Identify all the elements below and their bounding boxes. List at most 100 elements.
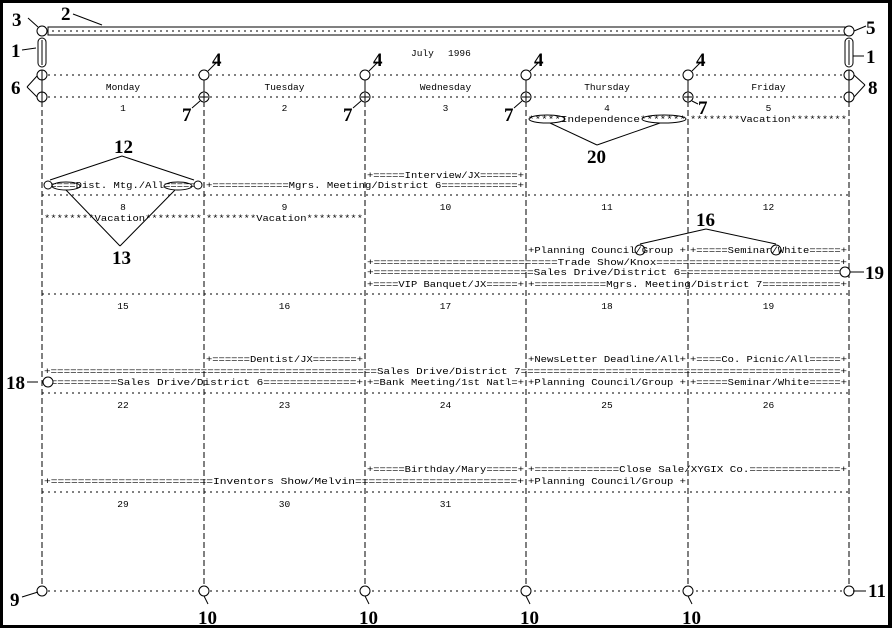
ref-13: 13 <box>112 248 131 269</box>
column-handle-node[interactable] <box>682 69 694 81</box>
ref-7: 7 <box>343 105 353 126</box>
event-continuation-node-right[interactable] <box>839 266 851 278</box>
ref-2: 2 <box>61 4 71 25</box>
weekday-tuesday: Tuesday <box>265 82 305 93</box>
ref-4: 4 <box>534 50 544 71</box>
ref-12: 12 <box>114 137 133 158</box>
ref-4: 4 <box>373 50 383 71</box>
date-5[interactable]: 5 <box>766 103 772 114</box>
event-continuation-node-left[interactable] <box>42 376 54 388</box>
ref-11: 11 <box>868 581 886 602</box>
date-25[interactable]: 25 <box>601 400 613 411</box>
date-29[interactable]: 29 <box>117 499 129 510</box>
reference-numerals: 3 2 5 1 1 6 8 12 13 20 16 19 18 9 11 4 7 1… <box>6 4 886 628</box>
event-bar[interactable]: +====VIP Banquet/JX=====+ <box>367 279 524 290</box>
event-bar[interactable]: ********Vacation********* <box>44 213 202 224</box>
corner-node-left <box>36 25 48 37</box>
event-bar[interactable]: +NewsLetter Deadline/All+ <box>528 354 686 365</box>
date-8[interactable]: 8 <box>120 202 126 213</box>
date-17[interactable]: 17 <box>440 301 451 312</box>
ref-10: 10 <box>198 608 217 628</box>
date-26[interactable]: 26 <box>763 400 775 411</box>
date-30[interactable]: 30 <box>279 499 291 510</box>
ref-4: 4 <box>212 50 222 71</box>
ref-6: 6 <box>11 78 21 99</box>
date-11[interactable]: 11 <box>601 202 613 213</box>
ref-20: 20 <box>587 147 606 168</box>
date-2[interactable]: 2 <box>282 103 288 114</box>
weekday-thursday: Thursday <box>584 82 630 93</box>
event-bar[interactable]: +====Dist. Mtg./All=====+ <box>44 180 202 191</box>
event-bars: *****Independence******* ********Vacation… <box>42 114 851 487</box>
ref-19: 19 <box>865 263 884 284</box>
event-bar[interactable]: +===========Mgrs. Meeting/District 7====… <box>528 279 847 290</box>
title-bar <box>36 25 855 68</box>
resize-handle-left <box>37 37 47 68</box>
weekday-monday: Monday <box>106 82 141 93</box>
resize-handle-right <box>844 37 854 68</box>
event-bar[interactable]: +=====Birthday/Mary=====+ <box>367 464 524 475</box>
ref-10: 10 <box>682 608 701 628</box>
date-1[interactable]: 1 <box>120 103 126 114</box>
event-bar[interactable]: +=====Seminar/White=====+ <box>690 245 847 256</box>
ref-1-right: 1 <box>866 47 876 68</box>
date-15[interactable]: 15 <box>117 301 129 312</box>
event-bar[interactable]: +============================Trade Show/… <box>367 257 847 268</box>
ref-4: 4 <box>696 50 706 71</box>
ref-10: 10 <box>520 608 539 628</box>
year-label: 1996 <box>448 48 471 59</box>
date-18[interactable]: 18 <box>601 301 613 312</box>
event-resize-node[interactable] <box>43 180 53 190</box>
event-bar[interactable]: +=====Interview/JX======+ <box>367 170 524 181</box>
bottom-handle-node[interactable] <box>843 585 855 597</box>
event-bar[interactable]: +========================Sales Drive/Dis… <box>367 267 847 278</box>
bottom-handle-node[interactable] <box>36 585 48 597</box>
bottom-handle-node[interactable] <box>520 585 532 597</box>
column-handle-node[interactable] <box>359 69 371 81</box>
ref-3: 3 <box>12 10 22 31</box>
ref-9: 9 <box>10 590 20 611</box>
event-bar[interactable]: ********Vacation********* <box>690 114 847 125</box>
date-3[interactable]: 3 <box>443 103 449 114</box>
event-bar[interactable]: +============Mgrs. Meeting/District 6===… <box>206 180 524 191</box>
date-19[interactable]: 19 <box>763 301 775 312</box>
event-bar[interactable]: +=======================================… <box>44 366 847 377</box>
event-bar[interactable]: +=============Close Sale/XYGIX Co.======… <box>528 464 847 475</box>
bottom-handle-node[interactable] <box>198 585 210 597</box>
event-bar[interactable]: +Planning Council/Group + <box>528 377 686 388</box>
date-24[interactable]: 24 <box>440 400 452 411</box>
event-bar[interactable]: +=Bank Meeting/1st Natl=+ <box>367 377 524 388</box>
event-bar[interactable]: +========================Inventors Show/… <box>44 476 524 487</box>
column-handle-node[interactable] <box>198 69 210 81</box>
date-4[interactable]: 4 <box>604 103 610 114</box>
ref-10: 10 <box>359 608 378 628</box>
event-bar[interactable]: *****Independence******* <box>528 114 686 125</box>
date-12[interactable]: 12 <box>763 202 775 213</box>
corner-node-right <box>843 25 855 37</box>
leader-lines <box>21 13 867 598</box>
ref-5: 5 <box>866 18 876 39</box>
ref-8: 8 <box>868 78 878 99</box>
date-31[interactable]: 31 <box>440 499 452 510</box>
bottom-handle-node[interactable] <box>359 585 371 597</box>
date-22[interactable]: 22 <box>117 400 129 411</box>
date-10[interactable]: 10 <box>440 202 452 213</box>
event-bar[interactable]: +=====Seminar/White=====+ <box>690 377 847 388</box>
event-bar[interactable]: +Planning Council/Group + <box>528 476 686 487</box>
column-handle-node[interactable] <box>520 69 532 81</box>
weekday-wednesday: Wednesday <box>420 82 472 93</box>
ref-7: 7 <box>698 98 708 119</box>
date-9[interactable]: 9 <box>282 202 288 213</box>
event-bar[interactable]: +====Co. Picnic/All=====+ <box>690 354 847 365</box>
date-23[interactable]: 23 <box>279 400 291 411</box>
event-bar[interactable]: ********Vacation********* <box>206 213 363 224</box>
bottom-handle-node[interactable] <box>682 585 694 597</box>
date-16[interactable]: 16 <box>279 301 291 312</box>
event-bar[interactable]: ===========Sales Drive/District 6=======… <box>44 377 363 388</box>
event-bar[interactable]: +Planning Council/Group + <box>528 245 686 256</box>
event-bar[interactable]: +======Dentist/JX=======+ <box>206 354 363 365</box>
event-resize-node[interactable] <box>193 180 203 190</box>
